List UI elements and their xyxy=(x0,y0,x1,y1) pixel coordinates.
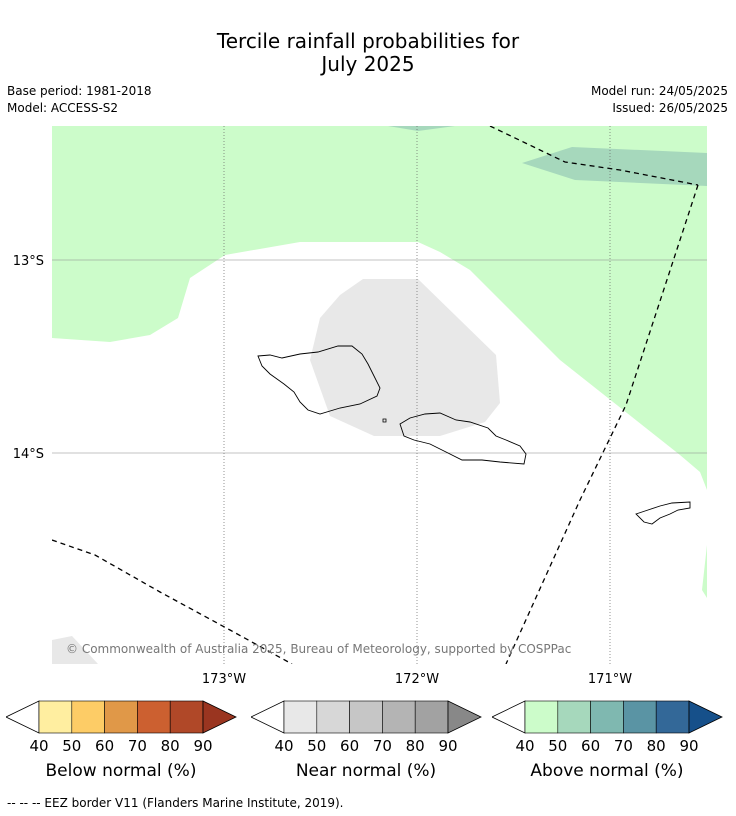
copyright-notice: © Commonwealth of Australia 2025, Bureau… xyxy=(66,642,571,656)
near-normal-tick-70: 70 xyxy=(373,737,392,755)
meta-right: Model run: 24/05/2025 Issued: 26/05/2025 xyxy=(591,83,728,117)
above-normal-swatch-80 xyxy=(655,700,690,734)
near-normal-tick-80: 80 xyxy=(406,737,425,755)
below-normal-tick-50: 50 xyxy=(62,737,81,755)
near-normal-swatch-50 xyxy=(316,700,350,734)
near-normal-swatches xyxy=(283,700,449,734)
above-normal-low-arrow xyxy=(492,700,526,734)
below-normal-ticks: 40 50 60 70 80 90 xyxy=(29,737,212,755)
eez-border-southwest xyxy=(52,539,293,664)
savaii-island-outline xyxy=(257,345,381,415)
model-name: Model: ACCESS-S2 xyxy=(7,101,119,115)
below-normal-label: Below normal (%) xyxy=(45,761,197,781)
above-normal-tick-80: 80 xyxy=(647,737,666,755)
lon-label-171W: 171°W xyxy=(588,672,632,687)
near-normal-colorbar: 40 50 60 70 80 90 xyxy=(251,700,482,755)
lat-label-13S: 13°S xyxy=(13,254,44,269)
near-normal-region-40 xyxy=(310,279,500,436)
above-normal-colorbar: 40 50 60 70 80 90 xyxy=(492,700,723,755)
tutuila-island-outline xyxy=(635,501,691,525)
near-normal-tick-40: 40 xyxy=(274,737,293,755)
below-normal-tick-80: 80 xyxy=(161,737,180,755)
above-normal-label: Above normal (%) xyxy=(530,761,684,781)
below-normal-swatch-60 xyxy=(104,700,138,734)
lon-label-173W: 173°W xyxy=(202,672,246,687)
above-normal-swatch-50 xyxy=(557,700,591,734)
near-normal-tick-60: 60 xyxy=(340,737,359,755)
below-normal-swatch-80 xyxy=(169,700,204,734)
near-normal-swatch-70 xyxy=(382,700,416,734)
below-normal-high-arrow xyxy=(202,700,237,734)
below-normal-low-arrow xyxy=(6,700,40,734)
below-normal-swatches xyxy=(38,700,204,734)
near-normal-swatch-80 xyxy=(414,700,449,734)
below-normal-tick-70: 70 xyxy=(128,737,147,755)
upolu-island-outline xyxy=(399,412,527,465)
above-normal-tick-70: 70 xyxy=(614,737,633,755)
eez-footnote: -- -- -- EEZ border V11 (Flanders Marine… xyxy=(7,796,344,810)
near-normal-label: Near normal (%) xyxy=(295,761,437,781)
map-canvas: © Commonwealth of Australia 2025, Bureau… xyxy=(13,126,707,687)
above-normal-ticks: 40 50 60 70 80 90 xyxy=(515,737,698,755)
above-normal-swatches xyxy=(524,700,690,734)
below-normal-tick-60: 60 xyxy=(95,737,114,755)
above-normal-tick-50: 50 xyxy=(548,737,567,755)
above-normal-region-40-b xyxy=(702,545,707,598)
below-normal-tick-90: 90 xyxy=(193,737,212,755)
above-normal-swatch-70 xyxy=(623,700,657,734)
near-normal-swatch-60 xyxy=(349,700,383,734)
near-normal-swatch-40 xyxy=(283,700,318,734)
near-normal-region-40-b xyxy=(52,636,98,664)
model-run: Model run: 24/05/2025 xyxy=(590,84,728,98)
near-normal-high-arrow xyxy=(447,700,482,734)
above-normal-region-40 xyxy=(52,126,707,490)
above-normal-region-50-b xyxy=(388,126,455,131)
below-normal-swatch-50 xyxy=(71,700,105,734)
manono-island-outline xyxy=(382,418,387,423)
above-normal-tick-90: 90 xyxy=(679,737,698,755)
above-normal-high-arrow xyxy=(688,700,723,734)
below-normal-colorbar: 40 50 60 70 80 90 xyxy=(6,700,237,755)
title-line-1: Tercile rainfall probabilities for xyxy=(216,29,520,53)
eez-border-east xyxy=(505,184,699,664)
issued-date: Issued: 26/05/2025 xyxy=(612,101,728,115)
above-normal-tick-40: 40 xyxy=(515,737,534,755)
near-normal-tick-50: 50 xyxy=(307,737,326,755)
near-normal-ticks: 40 50 60 70 80 90 xyxy=(274,737,457,755)
above-normal-swatch-60 xyxy=(590,700,624,734)
below-normal-swatch-70 xyxy=(137,700,171,734)
lon-label-172W: 172°W xyxy=(395,672,439,687)
near-normal-tick-90: 90 xyxy=(438,737,457,755)
above-normal-region-50 xyxy=(522,147,707,186)
map-title: Tercile rainfall probabilities for July … xyxy=(0,30,736,76)
above-normal-swatch-40 xyxy=(524,700,559,734)
near-normal-low-arrow xyxy=(251,700,285,734)
meta-left: Base period: 1981-2018 Model: ACCESS-S2 xyxy=(7,83,152,117)
below-normal-swatch-40 xyxy=(38,700,73,734)
title-line-2: July 2025 xyxy=(321,52,415,76)
eez-border-north xyxy=(489,126,699,186)
below-normal-tick-40: 40 xyxy=(29,737,48,755)
base-period: Base period: 1981-2018 xyxy=(7,84,152,98)
lat-label-14S: 14°S xyxy=(13,447,44,462)
above-normal-tick-60: 60 xyxy=(581,737,600,755)
